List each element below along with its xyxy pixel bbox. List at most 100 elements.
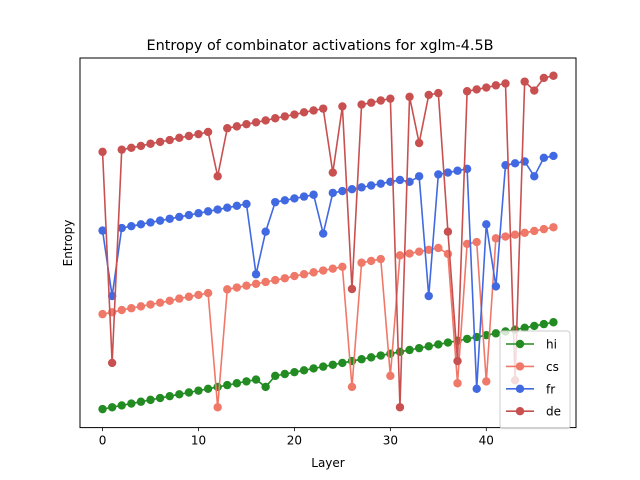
data-point-fr [280, 196, 290, 205]
data-point-de [424, 90, 433, 100]
data-point-fr [530, 172, 539, 181]
data-point-hi [462, 334, 472, 344]
data-point-hi [117, 401, 126, 410]
data-point-hi [194, 386, 203, 395]
chart-title: Entropy of combinator activations for xg… [147, 38, 494, 54]
x-tick-label: 30 [383, 434, 398, 448]
data-point-hi [482, 331, 491, 340]
data-point-de [405, 92, 414, 102]
data-point-cs [376, 254, 385, 264]
legend-label: hi [546, 338, 557, 352]
data-point-cs [117, 305, 126, 315]
data-point-de [194, 129, 203, 139]
data-point-cs [472, 237, 481, 247]
data-point-cs [155, 298, 165, 307]
data-point-hi [107, 403, 117, 412]
data-point-cs [347, 382, 357, 392]
data-point-fr [136, 220, 146, 229]
data-point-fr [271, 197, 280, 207]
data-point-cs [405, 249, 414, 258]
data-point-de [501, 79, 510, 88]
data-point-cs [146, 300, 155, 309]
data-point-cs [290, 271, 299, 281]
data-point-fr [328, 188, 337, 198]
data-point-fr [184, 210, 194, 220]
data-point-cs [462, 239, 472, 249]
data-point-fr [194, 209, 203, 218]
data-point-cs [539, 224, 549, 234]
data-point-hi [376, 351, 385, 360]
data-point-hi [424, 342, 433, 351]
data-point-de [251, 118, 261, 127]
data-point-fr [376, 179, 385, 188]
data-point-cs [530, 226, 539, 236]
data-point-cs [510, 230, 520, 239]
data-point-hi [184, 388, 194, 397]
x-axis: 0 10 20 30 40 [99, 427, 494, 448]
legend-marker [515, 362, 525, 371]
data-point-de [117, 145, 126, 154]
data-point-fr [107, 291, 117, 301]
data-point-hi [549, 318, 558, 327]
data-point-de [530, 86, 539, 95]
data-point-cs [194, 290, 203, 300]
data-point-de [357, 100, 366, 109]
data-point-de [232, 122, 242, 131]
data-point-fr [395, 175, 405, 185]
data-point-hi [338, 358, 347, 368]
data-point-de [175, 133, 184, 143]
data-point-cs [338, 262, 347, 272]
data-point-cs [319, 266, 328, 275]
data-point-fr [290, 194, 299, 203]
data-point-fr [510, 159, 520, 168]
legend-item-fr: fr [506, 382, 555, 396]
data-point-cs [175, 294, 184, 303]
data-point-fr [357, 183, 366, 192]
data-point-hi [290, 367, 299, 377]
legend-marker [515, 407, 525, 416]
data-point-cs [501, 232, 510, 241]
data-point-de [309, 106, 318, 115]
data-point-cs [491, 234, 501, 243]
data-point-de [223, 124, 232, 133]
data-point-fr [251, 270, 261, 279]
data-point-cs [386, 371, 395, 381]
data-point-fr [491, 282, 501, 291]
data-point-fr [309, 190, 318, 199]
data-point-hi [395, 347, 405, 357]
data-point-de [386, 94, 395, 103]
x-axis-label: Layer [311, 456, 345, 470]
data-point-fr [434, 170, 443, 179]
data-point-de [155, 137, 165, 147]
legend-label: cs [546, 360, 559, 374]
data-point-fr [117, 223, 126, 233]
data-point-fr [424, 291, 433, 301]
data-point-fr [366, 181, 376, 190]
series-cs [98, 223, 558, 412]
data-point-fr [155, 216, 165, 225]
data-point-hi [443, 338, 453, 347]
data-point-fr [213, 205, 222, 214]
data-point-de [261, 116, 270, 125]
x-tick-label: 20 [287, 434, 302, 448]
data-point-hi [280, 369, 290, 379]
data-point-cs [203, 288, 213, 298]
legend-label: de [546, 405, 561, 419]
data-point-de [491, 81, 501, 90]
data-point-fr [242, 199, 251, 209]
data-point-de [203, 127, 213, 137]
data-point-cs [357, 258, 366, 267]
legend-box [499, 330, 571, 430]
data-point-de [520, 77, 529, 86]
data-point-fr [165, 214, 174, 223]
data-point-de [366, 98, 376, 107]
legend: hi cs fr de [499, 330, 571, 430]
x-tick-label: 10 [191, 434, 206, 448]
data-point-cs [443, 249, 453, 259]
data-point-cs [98, 309, 107, 319]
data-point-de [136, 141, 146, 151]
data-point-hi [357, 355, 366, 364]
data-point-hi [127, 399, 136, 408]
data-point-cs [414, 247, 424, 256]
data-point-hi [414, 343, 424, 353]
